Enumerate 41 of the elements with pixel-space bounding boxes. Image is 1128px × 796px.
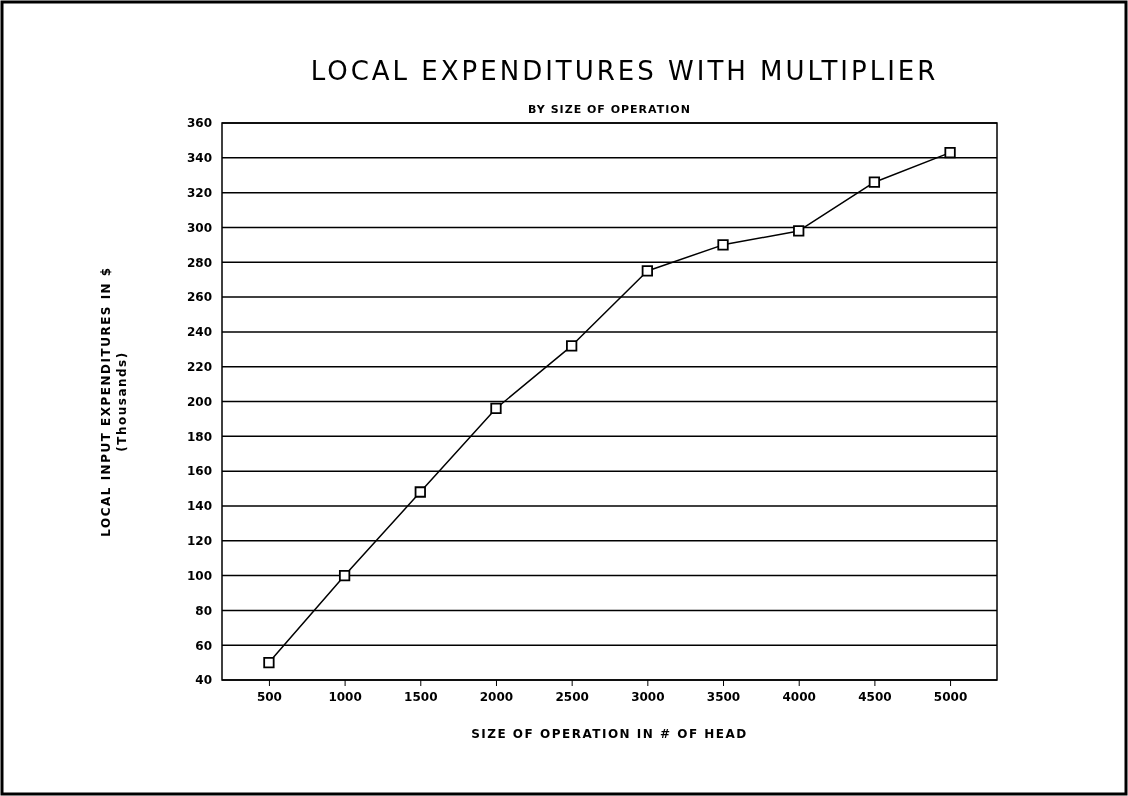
y-tick-label: 200 [186, 394, 212, 409]
point [944, 146, 956, 159]
y-tick-label: 80 [195, 603, 212, 618]
y-tick-label: 60 [195, 638, 212, 653]
y-tick-label: 100 [186, 568, 212, 583]
y-tick-label: 180 [186, 429, 212, 444]
x-tick-label: 3500 [706, 689, 741, 704]
point [338, 569, 351, 582]
y-tick-label: 40 [195, 673, 212, 688]
y-tick-label: 240 [186, 325, 212, 340]
x-tick-label: 4000 [782, 689, 816, 704]
y-tick-label: 160 [186, 464, 212, 479]
y-tick-label: 280 [186, 255, 212, 270]
point [868, 176, 881, 188]
x-tick-label: 4500 [858, 689, 892, 704]
x-tick-label: 2500 [555, 689, 589, 704]
x-axis-title: SIZE OF OPERATION IN # OF HEAD [471, 727, 748, 741]
point [414, 486, 426, 498]
chart-subtitle: BY SIZE OF OPERATION [528, 103, 691, 116]
y-axis-title: LOCAL INPUT EXPENDITURES IN $ (Thousands) [99, 266, 129, 537]
y-tick-label: 320 [186, 185, 212, 200]
point [717, 239, 729, 251]
point [566, 340, 578, 352]
y-tick-label: 260 [186, 290, 212, 305]
x-tick-label: 500 [256, 689, 282, 704]
point [490, 402, 502, 415]
x-tick-label: 1000 [328, 689, 362, 704]
point [793, 225, 805, 237]
point [641, 265, 653, 277]
x-tick-label: 5000 [933, 689, 968, 704]
point [263, 656, 275, 669]
y-tick-label: 360 [186, 116, 212, 131]
x-tick-label: 2000 [479, 689, 514, 704]
y-tick-label: 120 [186, 534, 212, 549]
y-tick-label: 220 [186, 360, 212, 375]
x-tick-label: 1500 [404, 689, 438, 704]
y-tick-label: 140 [186, 499, 212, 514]
y-tick-label: 300 [186, 220, 212, 235]
y-tick-label: 340 [186, 151, 212, 166]
x-tick-label: 3000 [631, 689, 665, 704]
chart-title: LOCAL EXPENDITURES WITH MULTIPLIER [310, 56, 939, 86]
